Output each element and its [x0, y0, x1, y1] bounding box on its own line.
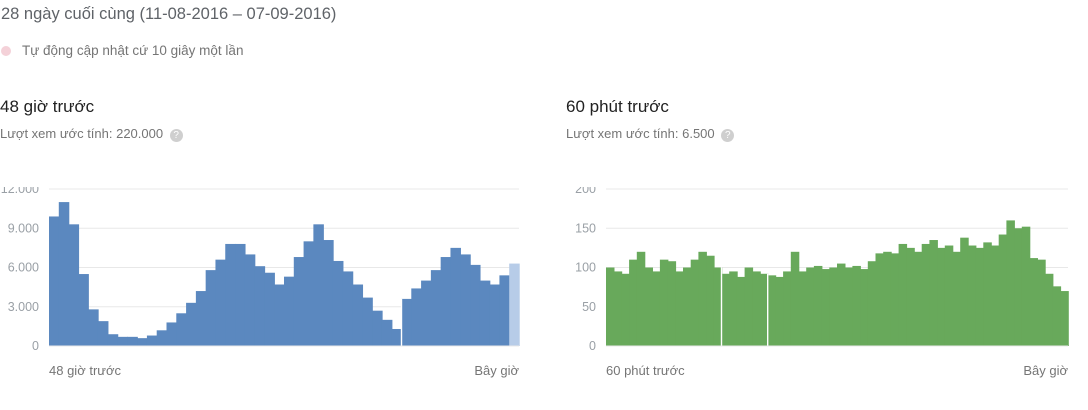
svg-text:0: 0: [32, 339, 39, 353]
svg-text:12.000: 12.000: [1, 187, 39, 196]
svg-text:Bây giờ: Bây giờ: [1023, 363, 1068, 378]
svg-text:100: 100: [575, 261, 596, 275]
svg-text:0: 0: [589, 339, 596, 353]
svg-text:Bây giờ: Bây giờ: [474, 363, 519, 378]
svg-text:200: 200: [575, 187, 596, 196]
svg-text:60 phút trước: 60 phút trước: [606, 363, 685, 378]
svg-text:3.000: 3.000: [8, 300, 39, 314]
svg-text:150: 150: [575, 221, 596, 235]
svg-text:48 giờ trước: 48 giờ trước: [49, 363, 121, 378]
svg-text:6.000: 6.000: [8, 261, 39, 275]
svg-text:50: 50: [582, 300, 596, 314]
svg-text:9.000: 9.000: [8, 221, 39, 235]
